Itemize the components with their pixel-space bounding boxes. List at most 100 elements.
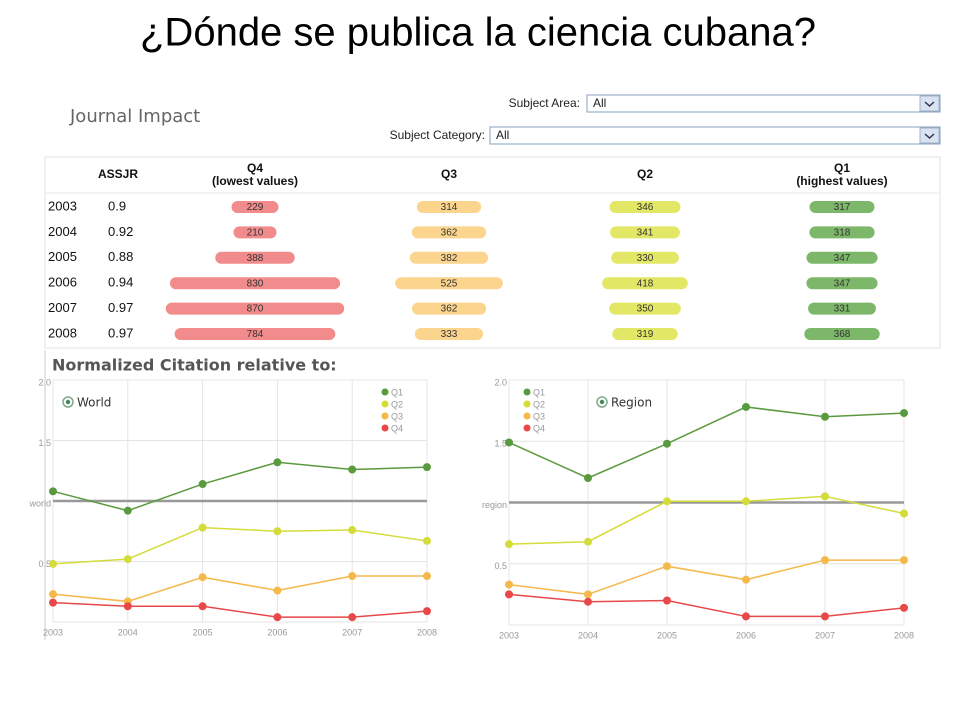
data-point <box>198 602 207 611</box>
quartile-bar <box>233 226 277 239</box>
data-point <box>348 465 357 474</box>
data-point <box>505 580 513 589</box>
quartile-bar <box>174 328 336 340</box>
x-tick-label: 2003 <box>43 627 63 637</box>
legend-swatch <box>523 388 531 396</box>
series-line <box>508 559 904 596</box>
dropdown[interactable] <box>489 126 941 145</box>
series-line <box>52 526 428 565</box>
quartile-value: 382 <box>441 253 458 264</box>
quartile-bar <box>808 302 876 315</box>
data-point <box>198 480 207 489</box>
legend-label: Q2 <box>391 399 403 409</box>
data-point <box>900 409 908 418</box>
data-point <box>821 556 829 565</box>
series-line <box>508 406 905 479</box>
data-point <box>505 438 513 447</box>
column-subheader: (lowest values) <box>212 174 298 188</box>
x-tick-label: 2006 <box>267 627 287 637</box>
quartile-bar <box>611 251 679 264</box>
row-assjr: 0.97 <box>108 300 133 315</box>
data-point <box>123 506 132 515</box>
y-tick-label: 2.0 <box>494 377 507 387</box>
quartile-bar <box>806 251 878 264</box>
row-year: 2004 <box>48 224 77 239</box>
legend-swatch <box>381 400 389 408</box>
data-point <box>900 509 908 518</box>
section-title: Normalized Citation relative to: <box>52 356 337 375</box>
quartile-bar <box>409 251 489 264</box>
dropdown-value: All <box>593 96 606 110</box>
x-tick-label: 2004 <box>118 627 138 637</box>
quartile-bar <box>169 277 341 290</box>
row-year: 2006 <box>48 275 77 290</box>
data-point <box>273 458 282 467</box>
y-tick-label: 0.5 <box>494 561 507 571</box>
data-point <box>423 463 431 472</box>
data-point <box>348 526 357 535</box>
radio-dot <box>65 399 71 405</box>
quartile-value: 333 <box>441 329 458 340</box>
data-point <box>49 559 57 568</box>
data-point <box>505 540 513 549</box>
quartile-value: 347 <box>834 253 851 264</box>
row-assjr: 0.92 <box>108 224 133 239</box>
quartile-value: 318 <box>834 228 851 239</box>
quartile-value: 784 <box>247 329 264 340</box>
data-point <box>49 487 57 496</box>
y-tick-label: 1.5 <box>38 438 51 448</box>
data-point <box>742 402 750 411</box>
quartile-value: 317 <box>834 202 851 213</box>
quartile-value: 331 <box>834 304 851 315</box>
column-header: Q1 <box>834 161 850 175</box>
data-point <box>49 590 57 599</box>
quartile-value: 418 <box>637 278 654 289</box>
row-assjr: 0.88 <box>108 249 133 264</box>
data-point <box>663 497 671 506</box>
series-line <box>508 495 905 545</box>
data-point <box>198 573 207 582</box>
radio-dot <box>599 399 605 405</box>
x-tick-label: 2003 <box>499 630 519 640</box>
data-point <box>198 523 207 532</box>
quartile-bar <box>610 226 680 239</box>
row-assjr: 0.9 <box>108 198 126 213</box>
dropdown[interactable] <box>586 94 941 113</box>
y-tick-label: 2.0 <box>38 377 51 387</box>
legend-swatch <box>523 400 531 408</box>
quartile-value: 388 <box>247 253 264 264</box>
data-point <box>123 555 132 564</box>
column-subheader: (highest values) <box>796 174 887 188</box>
radio-label: Region <box>611 396 652 410</box>
x-tick-label: 2004 <box>578 630 598 640</box>
dropdown-button[interactable] <box>919 95 940 112</box>
data-point <box>742 497 750 506</box>
quartile-value: 350 <box>637 304 654 315</box>
data-point <box>821 492 829 501</box>
data-point <box>423 607 431 616</box>
filter-label: Subject Category: <box>390 128 485 142</box>
quartile-bar <box>165 302 345 315</box>
row-year: 2007 <box>48 300 77 315</box>
legend-swatch <box>523 424 531 432</box>
legend-label: Q4 <box>533 423 545 433</box>
data-point <box>348 572 357 581</box>
y-tick-label: 0.5 <box>38 559 51 569</box>
data-point <box>742 612 750 621</box>
y-tick-label: world <box>28 498 51 508</box>
data-point <box>821 612 829 621</box>
x-tick-label: 2007 <box>342 627 362 637</box>
quartile-bar <box>414 328 484 340</box>
data-point <box>123 602 132 611</box>
quartile-value: 830 <box>247 278 264 289</box>
quartile-bar <box>416 201 482 213</box>
legend-label: Q1 <box>391 387 403 397</box>
quartile-value: 362 <box>441 304 458 315</box>
dropdown-button[interactable] <box>919 127 940 144</box>
panel-title: Journal Impact <box>69 106 200 127</box>
quartile-bar <box>809 201 875 213</box>
quartile-value: 368 <box>834 329 851 340</box>
dropdown-arrow <box>924 101 935 108</box>
quartile-value: 330 <box>637 253 654 264</box>
